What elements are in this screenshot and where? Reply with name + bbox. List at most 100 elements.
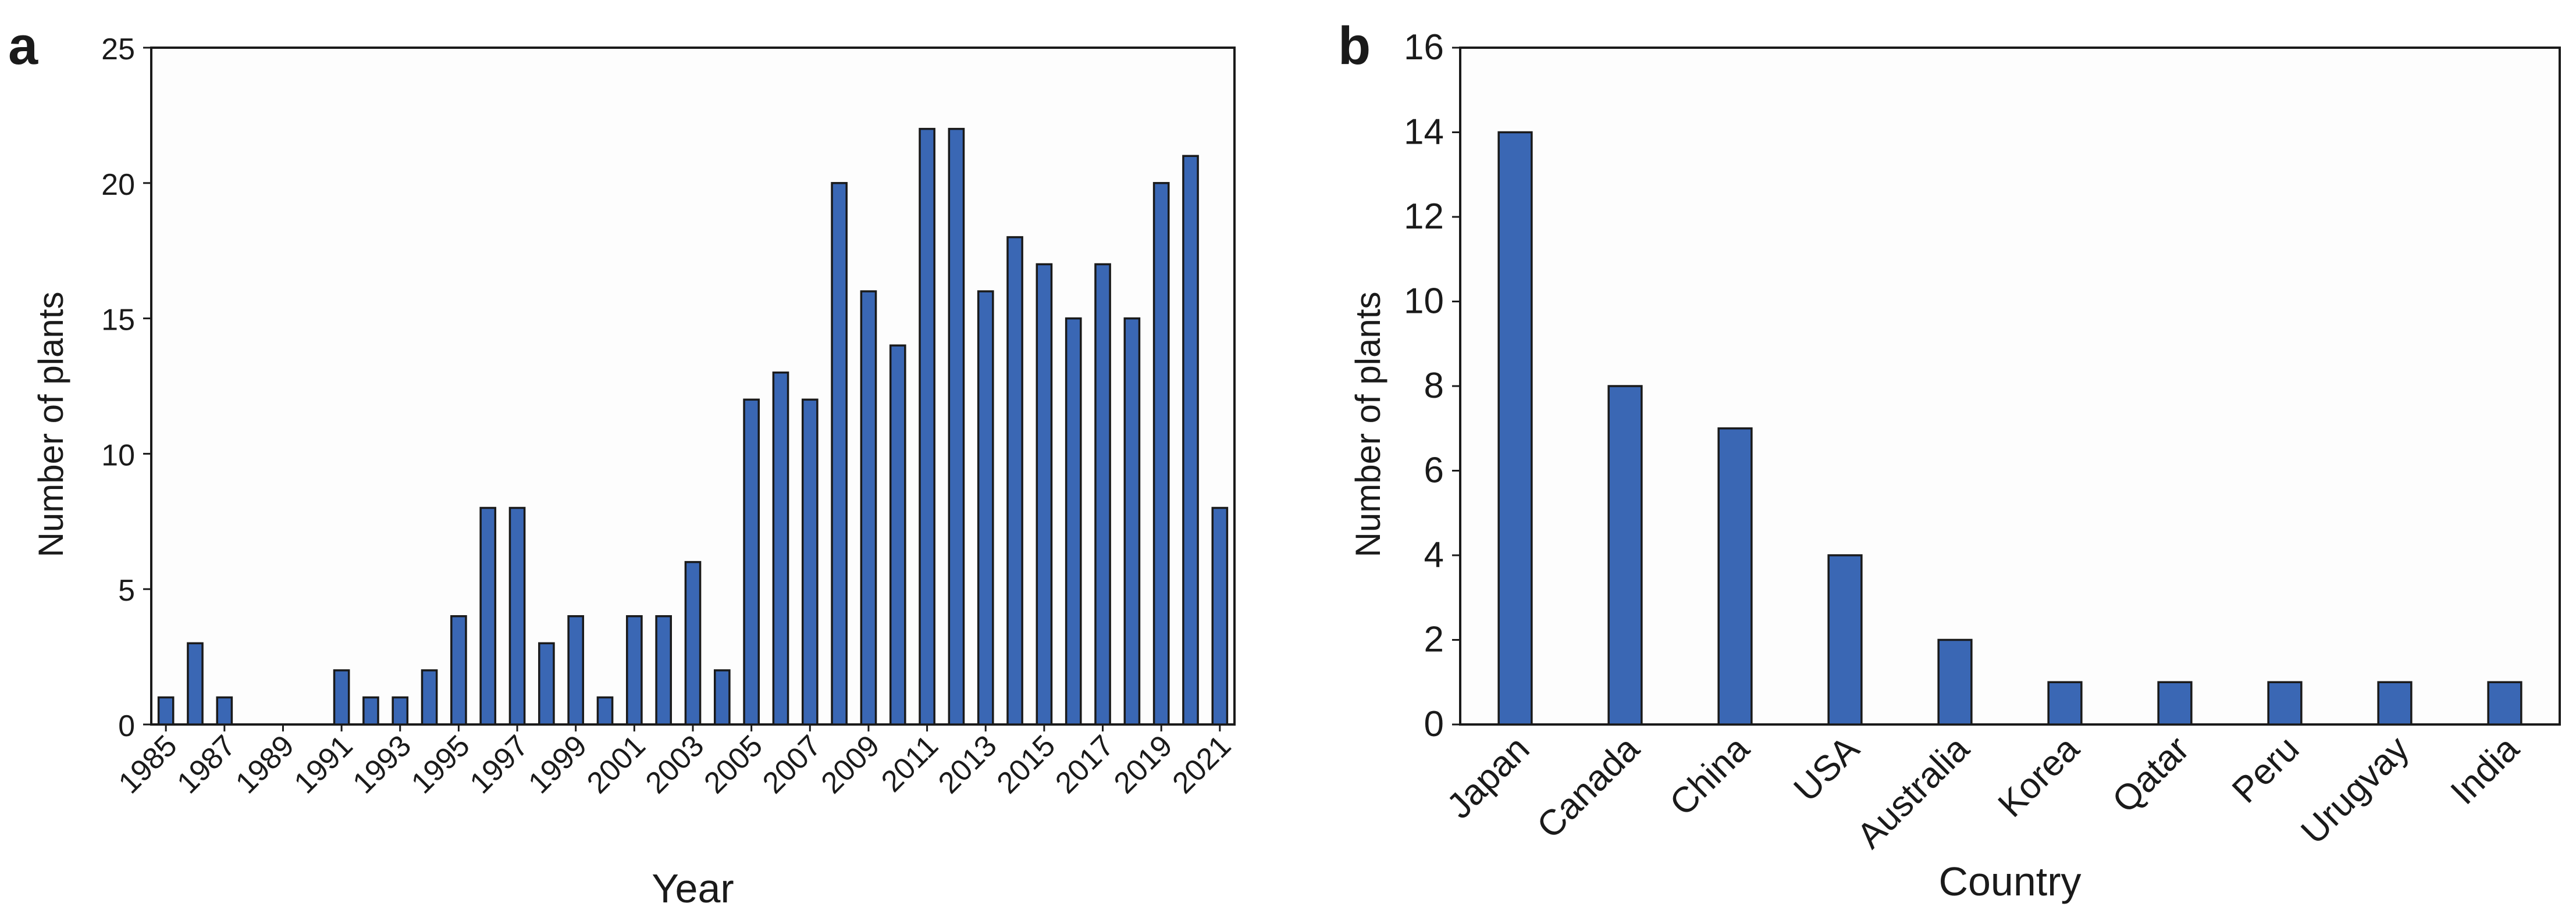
- x-tick-label-b: Australia: [1849, 729, 1977, 856]
- bar-a-1993: [392, 696, 409, 726]
- x-tick-label-a: 1999: [522, 729, 593, 800]
- x-tick-label-a: 2005: [698, 729, 769, 800]
- bar-b-Japan: [1497, 131, 1533, 726]
- bar-a-1998: [538, 642, 555, 726]
- bar-a-2015: [1036, 263, 1053, 726]
- y-axis-a: 0 5 10 15 20 25: [101, 33, 151, 743]
- y-tick-label-a: 0: [118, 709, 135, 743]
- bar-a-2002: [655, 615, 673, 726]
- bar-b-Canada: [1607, 385, 1643, 726]
- x-tick-label-a: 2013: [932, 729, 1004, 800]
- bar-b-USA: [1827, 554, 1863, 726]
- bar-a-1994: [421, 669, 438, 726]
- x-axis-title-b: Country: [1938, 859, 2081, 904]
- bar-a-2010: [889, 344, 906, 726]
- x-tick-label-b: Korea: [1991, 729, 2087, 825]
- y-axis-title-a: Number of plants: [31, 292, 70, 558]
- bar-a-2004: [713, 669, 731, 726]
- bar-a-2012: [948, 127, 965, 726]
- bar-a-2001: [626, 615, 643, 726]
- bar-a-2019: [1152, 182, 1170, 726]
- bar-a-1996: [479, 506, 497, 726]
- bar-a-1986: [187, 642, 204, 726]
- x-axis-title-a: Year: [652, 866, 734, 911]
- x-tick-label-b: Qatar: [2105, 729, 2197, 820]
- y-axis-title-b: Number of plants: [1349, 292, 1387, 558]
- bar-a-2005: [743, 398, 760, 726]
- x-tick-label-b: Peru: [2225, 729, 2307, 811]
- y-tick-label-a: 5: [118, 574, 135, 608]
- x-tick-label-a: 1989: [229, 729, 301, 800]
- x-tick-label-a: 2015: [991, 729, 1062, 800]
- bar-a-1991: [333, 669, 350, 726]
- bar-a-2011: [919, 127, 935, 726]
- panel-label-b: b: [1338, 16, 1371, 76]
- bar-a-2003: [684, 561, 702, 726]
- y-tick-label-b: 0: [1424, 704, 1444, 744]
- y-tick-label-a: 10: [101, 438, 135, 472]
- x-tick-label-a: 2017: [1049, 729, 1120, 800]
- y-axis-b: 0 2 4 6 8 10 12 14 16: [1404, 27, 1460, 744]
- x-tick-label-a: 2011: [875, 729, 945, 798]
- y-tick-label-b: 6: [1424, 451, 1444, 491]
- plot-area-b: [1459, 47, 2561, 726]
- bar-a-1995: [450, 615, 467, 726]
- x-tick-label-a: 2009: [815, 729, 887, 800]
- y-tick-label-a: 20: [101, 168, 135, 202]
- y-tick-label-b: 2: [1424, 620, 1444, 660]
- panel-label-a: a: [8, 16, 38, 76]
- y-tick-label-b: 14: [1404, 112, 1444, 152]
- x-axis-a: 1985198719891991199319951997199920012003…: [112, 724, 1237, 800]
- x-tick-label-a: 2001: [581, 729, 652, 800]
- x-tick-label-a: 1997: [464, 729, 535, 800]
- bar-a-2014: [1006, 236, 1023, 726]
- x-tick-label-b: Urugvay: [2293, 729, 2417, 852]
- x-tick-label-a: 2003: [639, 729, 711, 800]
- y-tick-label-a: 15: [101, 304, 135, 337]
- x-tick-label-a: 1991: [288, 729, 360, 800]
- bar-b-China: [1717, 427, 1753, 726]
- bar-b-Korea: [2047, 681, 2083, 726]
- y-tick-label-b: 16: [1404, 27, 1444, 67]
- bar-b-Qatar: [2157, 681, 2193, 726]
- bar-a-1997: [508, 506, 526, 726]
- bar-b-Urugvay: [2377, 681, 2413, 726]
- x-tick-label-a: 2021: [1166, 729, 1238, 800]
- bar-a-2007: [801, 398, 819, 726]
- bar-a-2017: [1094, 263, 1111, 726]
- y-tick-label-b: 10: [1404, 281, 1444, 322]
- x-tick-label-b: India: [2443, 729, 2527, 812]
- bar-a-1985: [157, 696, 175, 726]
- bar-a-2018: [1123, 317, 1141, 726]
- x-tick-label-a: 2019: [1108, 729, 1179, 800]
- x-tick-label-b: USA: [1786, 729, 1867, 809]
- bars-b: [1497, 131, 2522, 726]
- bar-a-2021: [1211, 506, 1229, 726]
- bar-a-2008: [831, 182, 848, 726]
- y-tick-label-a: 25: [101, 33, 135, 66]
- x-tick-label-a: 1993: [346, 729, 418, 800]
- bar-a-2020: [1182, 155, 1199, 726]
- bar-a-2016: [1065, 317, 1082, 726]
- bar-a-1992: [362, 696, 379, 726]
- y-tick-label-b: 4: [1424, 535, 1444, 575]
- y-tick-label-b: 8: [1424, 366, 1444, 406]
- bar-a-2006: [772, 371, 789, 726]
- x-tick-label-a: 2007: [756, 729, 828, 800]
- y-tick-label-b: 12: [1404, 197, 1444, 237]
- bar-a-1987: [216, 696, 233, 726]
- x-tick-label-b: Canada: [1529, 729, 1648, 847]
- x-tick-label-a: 1995: [405, 729, 476, 800]
- x-tick-label-b: Japan: [1439, 729, 1537, 826]
- x-tick-label-b: China: [1662, 729, 1757, 824]
- bars-a: [157, 127, 1229, 726]
- bar-a-2013: [977, 290, 994, 726]
- bar-a-2000: [596, 696, 614, 726]
- bar-b-Peru: [2267, 681, 2303, 726]
- bar-a-1999: [567, 615, 585, 726]
- chart-panel-a: a 19851987198919911993199519971999200120…: [8, 16, 1237, 911]
- x-tick-label-a: 1987: [170, 729, 242, 800]
- bar-b-Australia: [1937, 638, 1973, 726]
